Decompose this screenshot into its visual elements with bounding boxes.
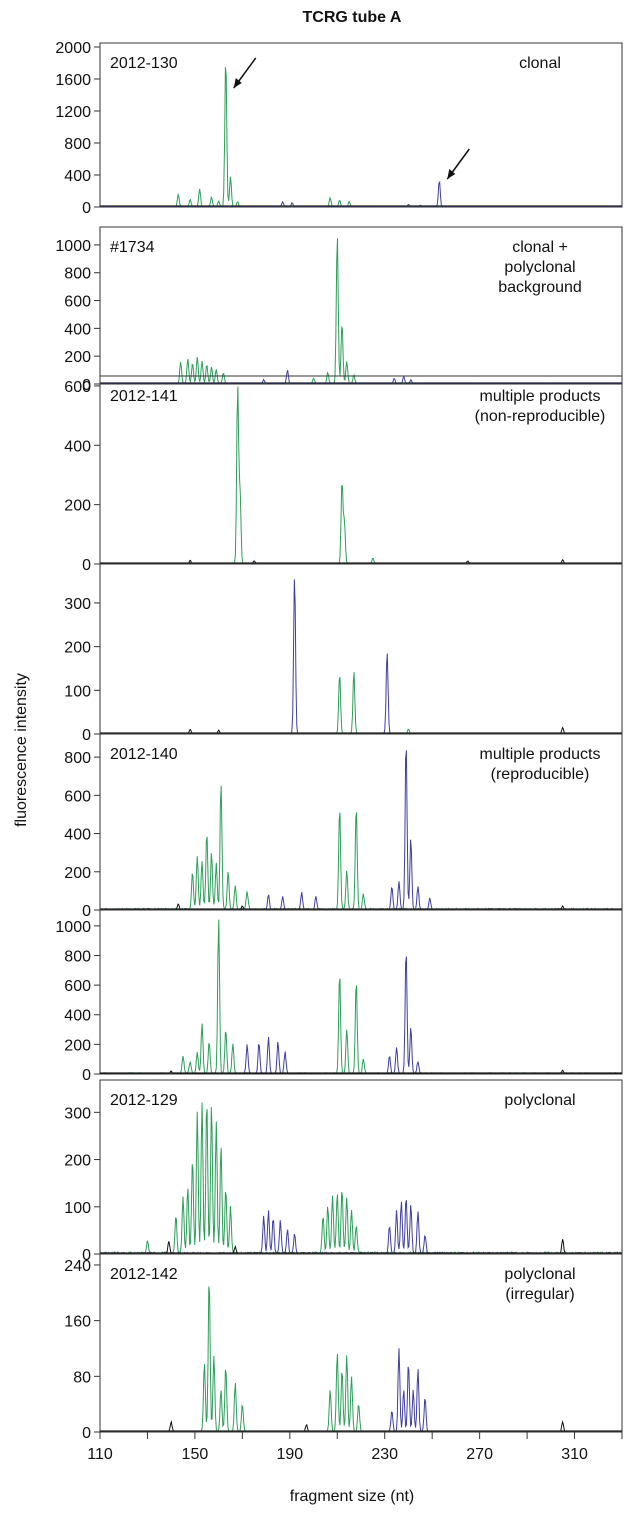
- y-tick-label: 400: [64, 168, 91, 185]
- y-tick-label: 600: [64, 294, 91, 311]
- y-tick-label: 200: [64, 640, 91, 657]
- sample-label: #1734: [110, 239, 155, 256]
- y-tick-label: 600: [64, 978, 91, 995]
- trace-blue: [100, 180, 622, 207]
- arrow-head-icon: [233, 78, 242, 88]
- chart-title: TCRG tube A: [303, 9, 402, 26]
- arrow-head-icon: [447, 169, 456, 179]
- y-axis-label: fluorescence intensity: [13, 673, 30, 827]
- y-tick-label: 2000: [55, 40, 91, 57]
- x-tick-label: 150: [182, 1446, 209, 1463]
- y-tick-label: 240: [64, 1258, 91, 1275]
- y-tick-label: 200: [64, 1153, 91, 1170]
- y-tick-label: 160: [64, 1314, 91, 1331]
- trace-blue: [100, 1200, 622, 1254]
- x-tick-label: 310: [561, 1446, 588, 1463]
- y-tick-label: 200: [64, 498, 91, 515]
- y-tick-label: 0: [82, 727, 91, 744]
- y-tick-label: 0: [82, 1425, 91, 1442]
- y-tick-label: 1000: [55, 238, 91, 255]
- annotation-label: multiple products: [480, 388, 601, 405]
- y-tick-label: 800: [64, 266, 91, 283]
- y-tick-label: 800: [64, 948, 91, 965]
- y-tick-label: 400: [64, 321, 91, 338]
- annotation-label: clonal +: [512, 239, 568, 256]
- annotation-label: clonal: [519, 55, 561, 72]
- y-tick-label: 100: [64, 1200, 91, 1217]
- panel-8: 0 80 160 240 2012-142 polyclonal (irregular): [64, 1253, 623, 1442]
- panel-4: 0 100 200 300: [64, 563, 623, 744]
- annotation-label: polyclonal: [504, 1092, 575, 1109]
- y-tick-label: 200: [64, 349, 91, 366]
- panel-frame: [99, 563, 623, 735]
- trace-green: [100, 672, 622, 734]
- annotation-label: polyclonal: [504, 1266, 575, 1283]
- annotation-label: (irregular): [505, 1286, 574, 1303]
- trace-blue: [100, 1348, 622, 1432]
- y-tick-label: 0: [82, 903, 91, 920]
- annotation-label: polyclonal: [504, 259, 575, 276]
- panel-3: 0 200 400 600 2012-141 multiple products (non-…: [64, 375, 623, 574]
- y-tick-label: 0: [82, 200, 91, 217]
- y-tick-label: 200: [64, 865, 91, 882]
- y-tick-label: 80: [73, 1369, 91, 1386]
- trace-green: [100, 1286, 622, 1432]
- annotation-label: multiple products: [480, 746, 601, 763]
- panel-5: 0 200 400 600 800 2012-140 multiple products (r…: [64, 733, 623, 920]
- y-tick-label: 1000: [55, 919, 91, 936]
- y-tick-label: 1200: [55, 104, 91, 121]
- panel-6: 0 200 400 600 800 1000: [55, 909, 623, 1084]
- y-tick-label: 1600: [55, 72, 91, 89]
- trace-blue: [100, 956, 622, 1074]
- annotation-label: (reproducible): [491, 766, 590, 783]
- x-tick-label: 270: [466, 1446, 493, 1463]
- sample-label: 2012-142: [110, 1266, 178, 1283]
- annotation-label: background: [498, 279, 582, 296]
- annotation-label: (non-reproducible): [475, 408, 606, 425]
- y-tick-label: 400: [64, 827, 91, 844]
- trace-blue: [100, 579, 622, 734]
- y-tick-label: 100: [64, 683, 91, 700]
- y-tick-label: 400: [64, 438, 91, 455]
- x-axis: 110 150 190 230 270 310: [87, 1431, 623, 1463]
- y-tick-label: 200: [64, 1037, 91, 1054]
- trace-green: [100, 67, 622, 207]
- trace-green: [100, 919, 622, 1074]
- sample-label: 2012-130: [110, 55, 178, 72]
- y-tick-label: 0: [82, 557, 91, 574]
- trace-green: [100, 785, 622, 910]
- y-tick-label: 800: [64, 136, 91, 153]
- x-tick-label: 110: [87, 1446, 113, 1463]
- x-tick-label: 230: [371, 1446, 398, 1463]
- sample-label: 2012-129: [110, 1092, 178, 1109]
- y-tick-label: 0: [82, 1067, 91, 1084]
- y-tick-label: 600: [64, 379, 91, 396]
- x-axis-label: fragment size (nt): [290, 1488, 414, 1505]
- panel-frame: [99, 909, 623, 1075]
- panel-1: 0 400 800 1200 1600 2000 2012-130 clonal: [55, 40, 623, 217]
- sample-label: 2012-141: [110, 388, 178, 405]
- y-tick-label: 400: [64, 1008, 91, 1025]
- y-tick-label: 300: [64, 596, 91, 613]
- y-tick-label: 600: [64, 788, 91, 805]
- y-tick-label: 300: [64, 1105, 91, 1122]
- y-tick-label: 0: [82, 377, 91, 394]
- x-tick-label: 190: [276, 1446, 303, 1463]
- sample-label: 2012-140: [110, 746, 178, 763]
- panel-2: 0 200 400 600 800 1000 #1734 clonal + polyclonal…: [55, 226, 623, 394]
- y-tick-label: 800: [64, 750, 91, 767]
- panel-7: 0 100 200 300 2012-129 polyclonal: [64, 1079, 623, 1264]
- trace-green: [100, 1102, 622, 1254]
- trace-black: [100, 1069, 622, 1074]
- y-tick-label: 0: [82, 1247, 91, 1264]
